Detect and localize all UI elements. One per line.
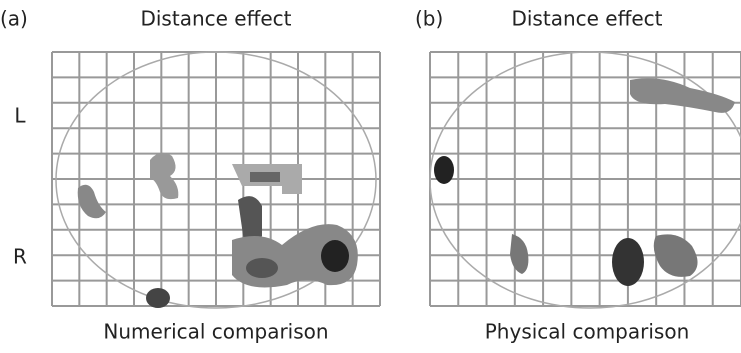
panel-label: (b) xyxy=(415,7,443,31)
panel-caption: Physical comparison xyxy=(485,320,690,344)
panel-title: Distance effect xyxy=(511,7,662,31)
panel-title: Distance effect xyxy=(140,7,291,31)
panel-label: (a) xyxy=(0,7,28,31)
figure: (a) Distance effect Numerical comparison… xyxy=(0,0,741,353)
side-label: R xyxy=(13,245,27,269)
panel-caption: Numerical comparison xyxy=(103,320,328,344)
side-label: L xyxy=(14,104,26,128)
page: {"panels": [ {"label": "(a)", "title": "… xyxy=(0,0,741,353)
